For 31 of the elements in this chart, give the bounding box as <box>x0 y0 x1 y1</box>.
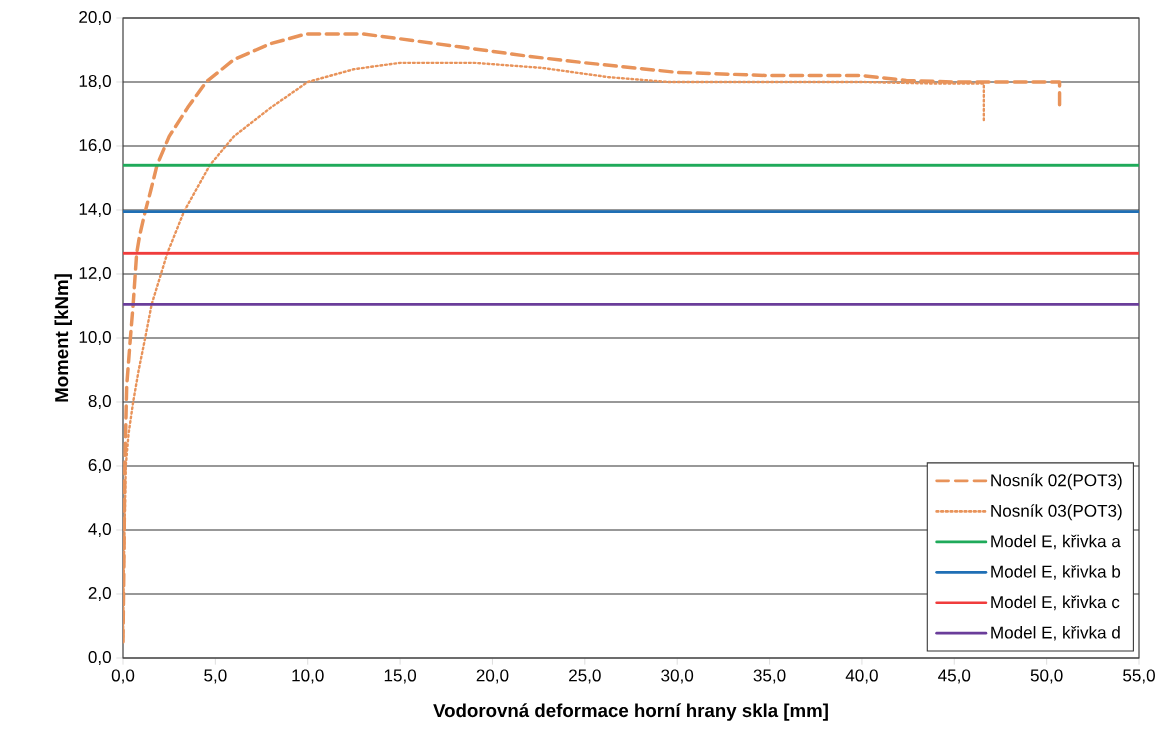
x-tick-label: 20,0 <box>476 669 509 684</box>
x-tick-label: 30,0 <box>661 669 694 684</box>
y-tick-label: 4,0 <box>88 522 111 538</box>
x-tick-label: 25,0 <box>569 669 601 684</box>
y-tick-label: 6,0 <box>88 458 111 474</box>
x-tick-label: 50,0 <box>1030 669 1063 684</box>
legend-label: Model E, křivka b <box>991 565 1121 580</box>
y-tick-label: 0,0 <box>88 650 111 666</box>
y-tick-label: 18,0 <box>79 74 111 90</box>
legend-label: Nosník 02(POT3) <box>991 473 1122 490</box>
legend-label: Model E, křivka d <box>991 625 1120 641</box>
legend-label: Model E, křivka a <box>991 534 1121 550</box>
y-tick-label: 14,0 <box>79 202 111 218</box>
x-tick-label: 45,0 <box>938 669 971 684</box>
x-tick-label: 15,0 <box>384 669 417 684</box>
legend-label: Model E, křivka c <box>991 595 1120 611</box>
x-tick-label: 5,0 <box>204 669 227 684</box>
legend-label: Nosník 03(POT3) <box>991 504 1122 521</box>
y-tick-label: 16,0 <box>79 138 111 154</box>
x-tick-label: 40,0 <box>845 669 878 684</box>
y-tick-label: 2,0 <box>88 586 111 602</box>
y-tick-label: 8,0 <box>88 394 111 410</box>
x-tick-label: 10,0 <box>292 669 324 684</box>
y-tick-label: 10,0 <box>79 330 111 346</box>
x-tick-label: 35,0 <box>753 669 786 684</box>
y-axis-title: Moment [kNm] <box>54 274 72 402</box>
x-tick-label: 55,0 <box>1123 669 1155 684</box>
y-tick-label: 20,0 <box>79 10 111 26</box>
x-axis-title: Vodorovná deformace horní hrany skla [mm] <box>433 703 828 721</box>
x-tick-label: 0,0 <box>111 669 135 684</box>
y-tick-label: 12,0 <box>79 266 111 282</box>
